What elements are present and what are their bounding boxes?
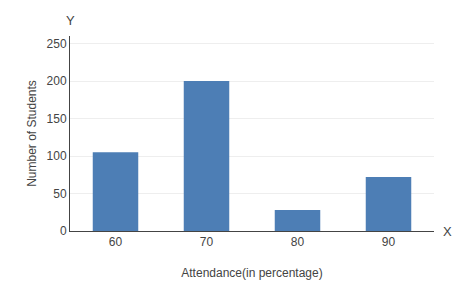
svg-text:Y: Y: [66, 13, 75, 28]
svg-text:150: 150: [47, 112, 67, 126]
svg-text:100: 100: [47, 149, 67, 163]
svg-text:0: 0: [60, 224, 67, 238]
svg-text:Attendance(in percentage): Attendance(in percentage): [181, 266, 322, 280]
svg-text:60: 60: [109, 235, 123, 249]
svg-text:80: 80: [291, 235, 305, 249]
svg-text:Number of Students: Number of Students: [25, 80, 39, 187]
svg-text:X: X: [443, 224, 452, 239]
svg-text:250: 250: [47, 37, 67, 51]
svg-text:50: 50: [53, 187, 67, 201]
svg-text:70: 70: [200, 235, 214, 249]
svg-text:90: 90: [382, 235, 396, 249]
svg-text:200: 200: [47, 74, 67, 88]
